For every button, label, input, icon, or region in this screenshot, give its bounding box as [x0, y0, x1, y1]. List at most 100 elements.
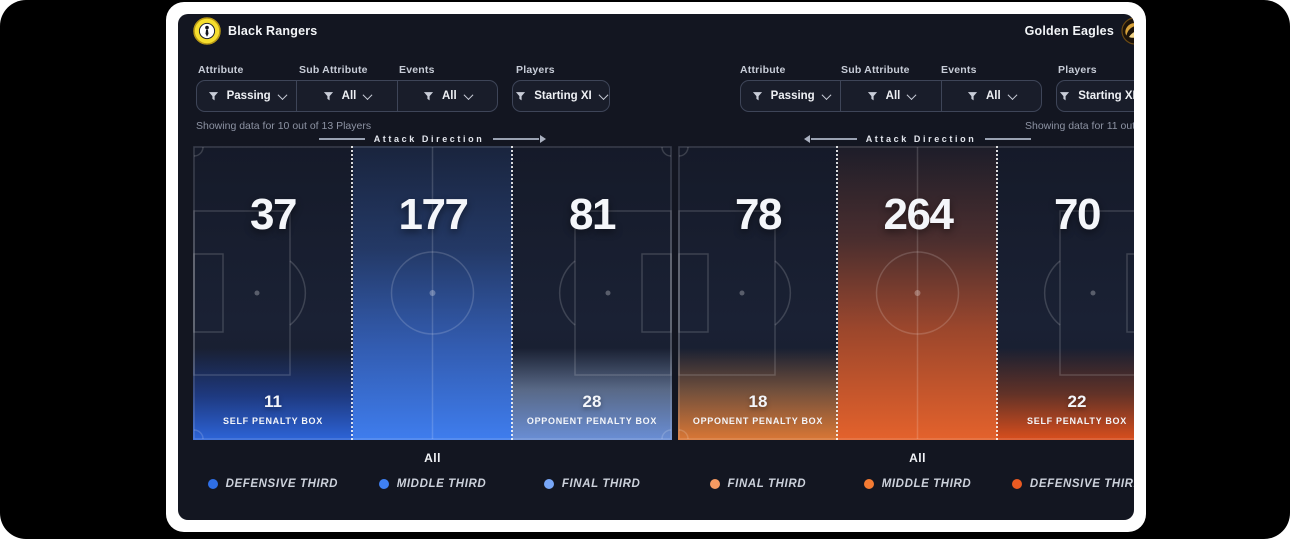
filter-icon: [208, 91, 219, 102]
sub-attribute-dropdown[interactable]: All: [296, 81, 396, 111]
arrow-left-icon: [803, 135, 810, 143]
team-name: Black Rangers: [228, 24, 318, 38]
penalty-box-label: OPPONENT PENALTY BOX: [692, 416, 824, 426]
penalty-box-label: SELF PENALTY BOX: [1027, 416, 1127, 426]
final-third-count: 78: [735, 190, 782, 239]
third-divider: [351, 146, 353, 440]
penalty-box-label: SELF PENALTY BOX: [223, 416, 323, 426]
legend: DEFENSIVE THIRD MIDDLE THIRD FINAL THIRD: [193, 474, 672, 494]
penalty-box-count: 11: [264, 392, 282, 411]
sub-attribute-dropdown[interactable]: All: [840, 81, 940, 111]
legend-label: MIDDLE THIRD: [881, 478, 972, 490]
attribute-value: Passing: [226, 90, 271, 102]
filter-icon: [1059, 91, 1070, 102]
team-header: Golden Eagles: [678, 17, 1134, 45]
sub-attribute-label: Sub Attribute: [841, 64, 910, 76]
legend-dot: [1011, 479, 1022, 489]
filter-icon: [967, 91, 978, 102]
legend-item-final-third: FINAL THIRD: [678, 474, 838, 494]
attack-direction: Attack Direction: [678, 132, 1134, 146]
legend: FINAL THIRD MIDDLE THIRD DEFENSIVE THIRD: [678, 474, 1134, 494]
events-dropdown[interactable]: All: [940, 81, 1041, 111]
events-dropdown[interactable]: All: [396, 81, 497, 111]
attack-direction-line: [985, 138, 1032, 140]
sub-attribute-value: All: [885, 90, 901, 102]
legend-label: FINAL THIRD: [561, 478, 641, 490]
middle-third-count: 264: [883, 190, 954, 239]
filter-icon: [515, 91, 526, 102]
team-logo-black-rangers-icon: [193, 17, 221, 45]
opponent-penalty-box-stat: 18 OPPONENT PENALTY BOX: [678, 392, 838, 426]
penalty-box-label: OPPONENT PENALTY BOX: [526, 416, 658, 426]
showing-data-text: Showing data for 11 out of 15 Players: [1025, 120, 1134, 132]
legend-label: FINAL THIRD: [727, 478, 807, 490]
team-name: Golden Eagles: [1024, 24, 1114, 38]
chevron-down-icon: [598, 89, 609, 100]
legend-item-middle-third: MIDDLE THIRD: [838, 474, 998, 494]
team-panel-black-rangers: Black Rangers Attribute Sub Attribute Ev…: [193, 14, 672, 520]
legend-item-middle-third: MIDDLE THIRD: [353, 474, 513, 494]
legend-dot: [378, 479, 389, 489]
filter-icon: [752, 91, 763, 102]
team-logo-golden-eagles-icon: [1121, 17, 1134, 45]
penalty-box-count: 28: [582, 392, 602, 411]
attribute-value: Passing: [770, 90, 815, 102]
players-value: Starting XI: [534, 90, 592, 102]
attack-direction: Attack Direction: [193, 132, 672, 146]
opponent-penalty-box-stat: 28 OPPONENT PENALTY BOX: [512, 392, 672, 426]
sub-attribute-value: All: [341, 90, 357, 102]
third-divider: [511, 146, 513, 440]
filters-row: Passing All All: [196, 80, 610, 112]
events-label: Events: [941, 64, 977, 76]
players-label: Players: [1058, 64, 1097, 76]
filter-labels-row: Attribute Sub Attribute Events Players: [738, 64, 1134, 76]
legend-item-final-third: FINAL THIRD: [512, 474, 672, 494]
players-label: Players: [516, 64, 555, 76]
selection-label: All: [909, 451, 926, 465]
pitch-black-rangers: 37 177 81 11 SELF PENALTY BOX 28 OPPONEN…: [193, 146, 672, 440]
filter-group: Passing All All: [196, 80, 498, 112]
filter-labels-row: Attribute Sub Attribute Events Players: [196, 64, 612, 76]
legend-item-defensive-third: DEFENSIVE THIRD: [193, 474, 353, 494]
penalty-box-count: 22: [1067, 392, 1087, 411]
filter-icon: [867, 91, 878, 102]
events-value: All: [985, 90, 1001, 102]
legend-dot: [863, 479, 874, 489]
filter-icon: [423, 91, 434, 102]
chevron-down-icon: [463, 89, 474, 100]
legend-item-defensive-third: DEFENSIVE THIRD: [997, 474, 1134, 494]
middle-third-count: 177: [398, 190, 469, 239]
pitch-golden-eagles: 78 264 70 18 OPPONENT PENALTY BOX 22 SEL…: [678, 146, 1134, 440]
final-third-count: 81: [569, 190, 616, 239]
players-dropdown[interactable]: Starting XI: [512, 80, 610, 112]
team-panel-golden-eagles: Golden Eagles Attribute Sub Attribute Ev…: [678, 14, 1134, 520]
attribute-dropdown[interactable]: Passing: [741, 81, 840, 111]
events-value: All: [441, 90, 457, 102]
players-value: Starting XI: [1078, 90, 1134, 102]
defensive-third-count: 37: [250, 190, 297, 239]
legend-label: DEFENSIVE THIRD: [1029, 478, 1134, 490]
legend-dot: [543, 479, 554, 489]
self-penalty-box-stat: 11 SELF PENALTY BOX: [193, 392, 353, 426]
filter-icon: [323, 91, 334, 102]
legend-dot: [207, 479, 218, 489]
third-divider: [996, 146, 998, 440]
selection-label: All: [424, 451, 441, 465]
events-label: Events: [399, 64, 435, 76]
legend-dot: [709, 479, 720, 489]
dashboard-card: Black Rangers Attribute Sub Attribute Ev…: [166, 2, 1146, 532]
third-divider: [836, 146, 838, 440]
attribute-label: Attribute: [740, 64, 786, 76]
arrow-right-icon: [540, 135, 547, 143]
team-header: Black Rangers: [193, 17, 672, 45]
players-dropdown[interactable]: Starting XI: [1056, 80, 1134, 112]
self-penalty-box-stat: 22 SELF PENALTY BOX: [997, 392, 1134, 426]
legend-label: DEFENSIVE THIRD: [225, 478, 339, 490]
attribute-label: Attribute: [198, 64, 244, 76]
filter-group: Passing All All: [740, 80, 1042, 112]
legend-label: MIDDLE THIRD: [396, 478, 487, 490]
comparison-panel: Black Rangers Attribute Sub Attribute Ev…: [178, 14, 1134, 520]
attribute-dropdown[interactable]: Passing: [197, 81, 296, 111]
attack-direction-line: [810, 138, 857, 140]
